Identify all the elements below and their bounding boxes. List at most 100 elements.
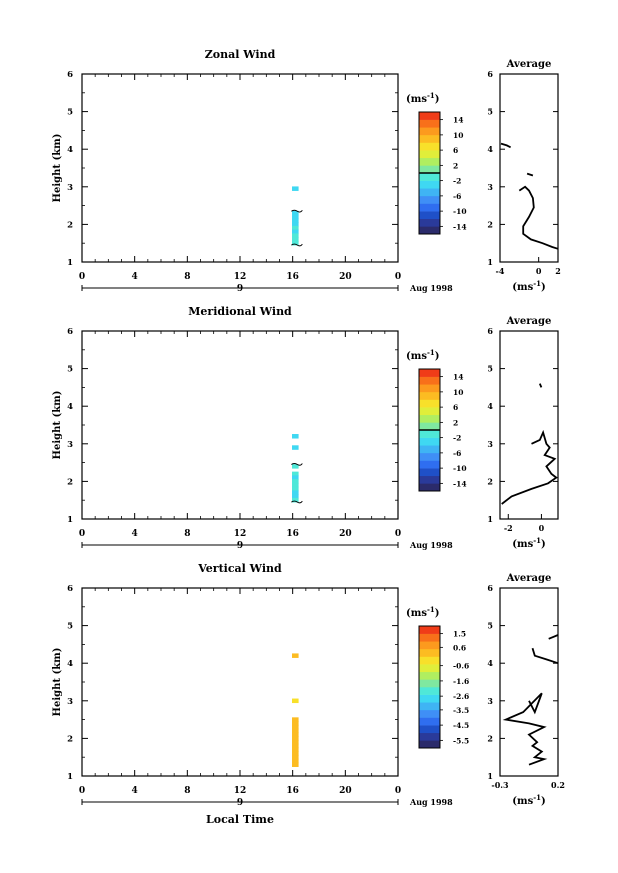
x-tick-label: 20 — [339, 786, 352, 796]
y-axis-label: Height (km) — [52, 648, 63, 717]
heatmap-cell — [292, 218, 299, 223]
plot-frame — [81, 330, 399, 520]
colorbar-band — [419, 142, 440, 151]
colorbar-band — [419, 717, 440, 726]
colorbar-band — [419, 430, 440, 438]
colorbar-band — [419, 165, 440, 174]
colorbar-band — [419, 671, 440, 680]
heatmap-cell — [292, 698, 299, 704]
heatmap-cell — [292, 736, 299, 741]
y-tick-label: 6 — [67, 70, 73, 80]
colorbar-band — [419, 437, 440, 446]
x-tick-label: 8 — [184, 272, 190, 282]
colorbar-tick-label: 0.6 — [453, 643, 466, 652]
colorbar-band — [419, 460, 440, 469]
heatmap-cell — [292, 762, 299, 767]
profile-title: Average — [506, 316, 552, 327]
colorbar-band — [419, 180, 440, 189]
colorbar-band — [419, 445, 440, 454]
y-tick-label: 4 — [67, 402, 73, 412]
x-tick-label: 12 — [234, 529, 247, 539]
colorbar-band — [419, 195, 440, 204]
profile-line — [500, 142, 512, 149]
profile-line — [548, 634, 559, 640]
heatmap-cell — [292, 445, 299, 450]
colorbar-tick-label: 6 — [453, 403, 458, 412]
heatmap-cell — [292, 229, 299, 235]
colorbar-band — [419, 376, 440, 385]
colorbar-tick-label: -1.6 — [453, 677, 469, 686]
colorbar-band — [419, 384, 440, 393]
profile-y-tick-label: 2 — [487, 733, 493, 743]
profile-y-tick-label: 6 — [487, 583, 493, 593]
colorbar-band — [419, 112, 440, 120]
profile-line — [531, 647, 559, 665]
heatmap-cell — [292, 732, 299, 737]
profile-x-tick-label: 0 — [536, 266, 542, 276]
x-tick-label: 0 — [395, 786, 401, 796]
colorbar-tick-label: -0.6 — [453, 662, 469, 671]
day-label: 9 — [237, 798, 243, 808]
x-tick-label: 20 — [339, 272, 352, 282]
heatmap-cell — [292, 214, 299, 220]
profile-unit-label: (ms-1) — [512, 536, 545, 550]
colorbar-band — [419, 483, 440, 492]
profile-y-tick-label: 1 — [487, 257, 493, 267]
profile-y-tick-label: 3 — [487, 439, 493, 449]
colorbar-band — [419, 740, 440, 749]
colorbar-tick-label: 2 — [453, 418, 458, 427]
x-axis-label: Local Time — [206, 813, 274, 826]
colorbar-tick-label: -4.5 — [453, 721, 469, 730]
x-tick-label: 12 — [234, 272, 247, 282]
profile-frame — [499, 330, 559, 520]
heatmap-cell — [292, 754, 299, 760]
heatmap-cell — [292, 728, 299, 734]
heatmap-cell — [292, 721, 299, 726]
y-tick-label: 2 — [67, 220, 73, 230]
day-label: 9 — [237, 541, 243, 551]
colorbar-band — [419, 687, 440, 695]
profile-y-tick-label: 6 — [487, 326, 493, 336]
heatmap-cell — [292, 225, 299, 231]
x-tick-label: 16 — [286, 272, 299, 282]
y-tick-label: 6 — [67, 327, 73, 337]
colorbar-tick-label: -2 — [453, 434, 461, 443]
profile-y-tick-label: 5 — [487, 107, 493, 117]
colorbar-band — [419, 391, 440, 400]
heatmap-cell — [292, 494, 299, 499]
contour-line — [291, 500, 303, 504]
x-tick-label: 16 — [286, 786, 299, 796]
profile-x-tick-label: -2 — [504, 523, 513, 533]
colorbar-band — [419, 626, 440, 634]
colorbar-band — [419, 422, 440, 431]
y-tick-label: 5 — [67, 622, 73, 632]
y-tick-label: 6 — [67, 584, 73, 594]
profile-y-tick-label: 3 — [487, 182, 493, 192]
profile-line — [518, 185, 559, 250]
profile-line — [502, 692, 548, 766]
colorbar-tick-label: 1.5 — [453, 630, 466, 639]
profile-frame — [499, 587, 559, 777]
profile-unit-label: (ms-1) — [512, 279, 545, 293]
colorbar-band — [419, 369, 440, 377]
profile-y-tick-label: 3 — [487, 696, 493, 706]
profile-y-tick-label: 4 — [487, 658, 493, 668]
x-tick-label: 20 — [339, 529, 352, 539]
heatmap-cell — [292, 743, 299, 749]
profile-y-tick-label: 1 — [487, 771, 493, 781]
profile-x-tick-label: 0 — [539, 523, 545, 533]
colorbar-band — [419, 679, 440, 688]
y-tick-label: 2 — [67, 734, 73, 744]
colorbar-band — [419, 709, 440, 718]
colorbar-tick-label: -10 — [453, 207, 467, 216]
x-tick-label: 0 — [79, 529, 85, 539]
plot-frame — [81, 73, 399, 263]
heatmap-cell — [292, 739, 299, 745]
colorbar-tick-label: -2.6 — [453, 692, 469, 701]
x-tick-label: 16 — [286, 529, 299, 539]
x-tick-label: 4 — [132, 272, 138, 282]
colorbar-tick-label: 10 — [453, 131, 463, 140]
